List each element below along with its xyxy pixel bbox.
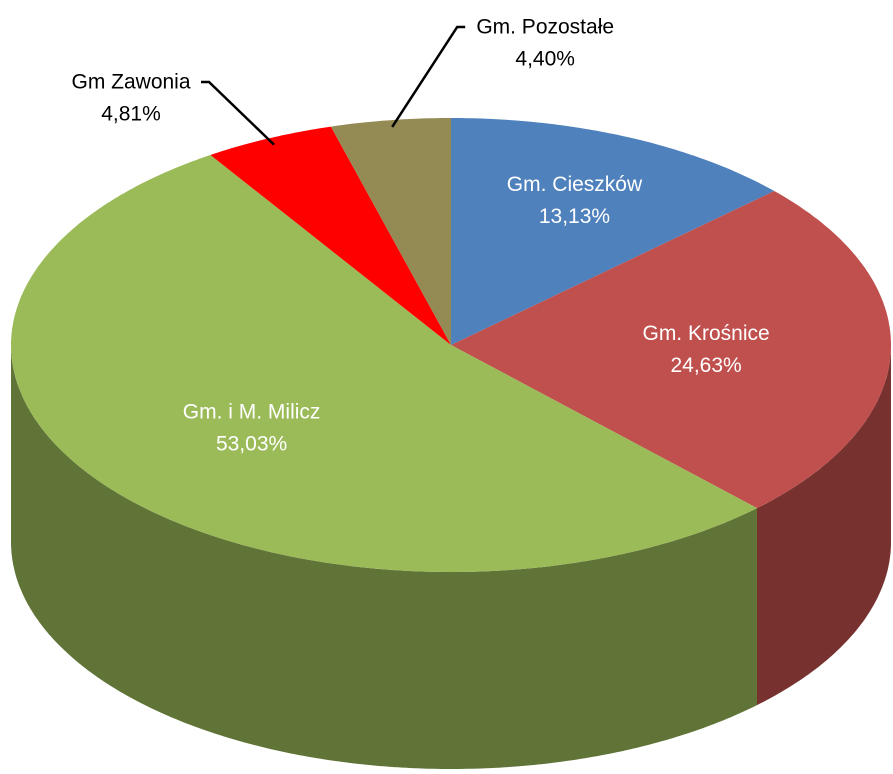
slice — [11, 155, 757, 572]
slice-value-label: 13,13% — [539, 205, 610, 228]
slice-side — [757, 345, 891, 706]
slice-side — [11, 345, 757, 769]
slice — [210, 126, 451, 345]
slice-value-label: 24,63% — [670, 354, 741, 377]
slice-value-label: 53,03% — [216, 433, 287, 456]
slice — [451, 118, 775, 345]
leader-line — [391, 25, 466, 128]
slice — [330, 118, 451, 345]
slice-label: Gm. Pozostałe — [476, 16, 614, 39]
slice-value-label: 4,40% — [515, 48, 575, 71]
slice-label: Gm Zawonia — [71, 71, 190, 94]
slice-value-label: 4,81% — [101, 103, 161, 126]
slice — [451, 191, 891, 509]
slice-label: Gm. Krośnice — [642, 322, 769, 345]
leader-line — [201, 80, 275, 146]
slice-label: Gm. Cieszków — [507, 173, 643, 196]
slice-label: Gm. i M. Milicz — [183, 401, 321, 424]
